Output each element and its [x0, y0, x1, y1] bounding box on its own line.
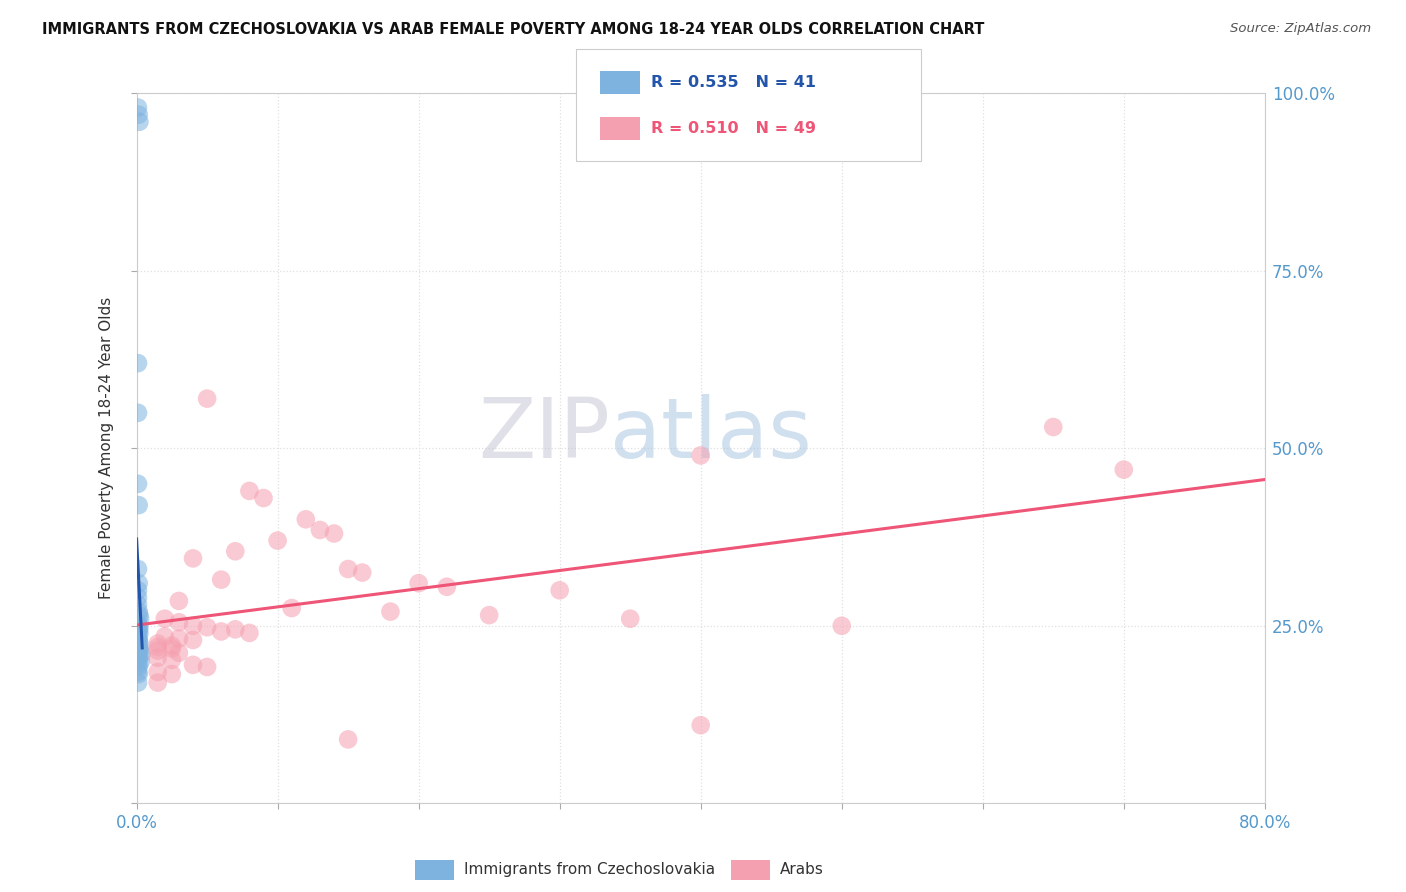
Point: [128, 641, 150, 656]
Point: [160, 667, 183, 681]
Text: Arabs: Arabs: [780, 863, 824, 877]
Y-axis label: Female Poverty Among 18-24 Year Olds: Female Poverty Among 18-24 Year Olds: [100, 297, 114, 599]
Point: [337, 732, 360, 747]
Point: [1112, 462, 1135, 476]
Point: [129, 643, 152, 657]
Point: [128, 576, 150, 591]
Point: [167, 615, 190, 630]
Text: ZIP: ZIP: [478, 393, 610, 475]
Text: R = 0.535   N = 41: R = 0.535 N = 41: [651, 75, 815, 90]
Point: [146, 650, 169, 665]
Point: [1042, 420, 1064, 434]
Point: [548, 583, 571, 598]
Point: [146, 636, 169, 650]
Point: [127, 591, 149, 605]
Text: IMMIGRANTS FROM CZECHOSLOVAKIA VS ARAB FEMALE POVERTY AMONG 18-24 YEAR OLDS CORR: IMMIGRANTS FROM CZECHOSLOVAKIA VS ARAB F…: [42, 22, 984, 37]
Point: [224, 544, 246, 558]
Point: [337, 562, 360, 576]
Point: [181, 657, 204, 672]
Point: [252, 491, 274, 505]
Point: [209, 573, 232, 587]
Point: [153, 630, 176, 644]
Point: [280, 601, 302, 615]
Point: [128, 647, 150, 661]
Point: [127, 101, 149, 115]
Point: [128, 108, 150, 122]
Point: [238, 626, 260, 640]
Point: [127, 650, 149, 665]
Point: [167, 632, 190, 646]
Point: [127, 632, 149, 647]
Point: [127, 476, 149, 491]
Point: [127, 639, 149, 653]
Point: [129, 612, 152, 626]
Point: [128, 636, 150, 650]
Point: [181, 632, 204, 647]
Point: [128, 634, 150, 648]
Point: [181, 619, 204, 633]
Point: [619, 612, 641, 626]
Point: [167, 594, 190, 608]
Point: [160, 641, 183, 656]
Point: [689, 449, 711, 463]
Point: [195, 660, 218, 674]
Point: [436, 580, 458, 594]
Point: [181, 551, 204, 566]
Point: [128, 632, 150, 646]
Point: [224, 623, 246, 637]
Point: [160, 639, 183, 653]
Point: [128, 653, 150, 667]
Point: [127, 630, 149, 644]
Point: [128, 498, 150, 512]
Point: [127, 406, 149, 420]
Point: [127, 583, 149, 598]
Point: [127, 646, 149, 660]
Point: [127, 598, 149, 612]
Point: [238, 483, 260, 498]
Point: [128, 624, 150, 639]
Point: [209, 624, 232, 639]
Point: [128, 620, 150, 634]
Point: [380, 605, 402, 619]
Text: Immigrants from Czechoslovakia: Immigrants from Czechoslovakia: [464, 863, 716, 877]
Point: [127, 356, 149, 370]
Point: [128, 619, 150, 633]
Point: [153, 612, 176, 626]
Point: [309, 523, 332, 537]
Point: [160, 653, 183, 667]
Point: [146, 675, 169, 690]
Point: [128, 114, 150, 128]
Point: [127, 562, 149, 576]
Point: [127, 623, 149, 637]
Point: [131, 647, 153, 661]
Point: [195, 620, 218, 634]
Point: [352, 566, 374, 580]
Point: [146, 665, 169, 679]
Point: [146, 640, 169, 654]
Point: [831, 619, 853, 633]
Point: [128, 605, 150, 619]
Point: [128, 626, 150, 640]
Point: [323, 526, 346, 541]
Point: [127, 665, 149, 679]
Point: [146, 643, 169, 657]
Point: [167, 646, 190, 660]
Point: [127, 615, 149, 630]
Text: R = 0.510   N = 49: R = 0.510 N = 49: [651, 121, 815, 136]
Point: [295, 512, 318, 526]
Point: [129, 654, 152, 668]
Point: [408, 576, 430, 591]
Point: [128, 660, 150, 674]
Point: [195, 392, 218, 406]
Point: [266, 533, 288, 548]
Point: [127, 657, 149, 672]
Point: [127, 675, 149, 690]
Point: [128, 640, 150, 654]
Point: [128, 667, 150, 681]
Point: [128, 608, 150, 623]
Text: atlas: atlas: [610, 393, 813, 475]
Point: [478, 608, 501, 623]
Point: [689, 718, 711, 732]
Text: Source: ZipAtlas.com: Source: ZipAtlas.com: [1230, 22, 1371, 36]
